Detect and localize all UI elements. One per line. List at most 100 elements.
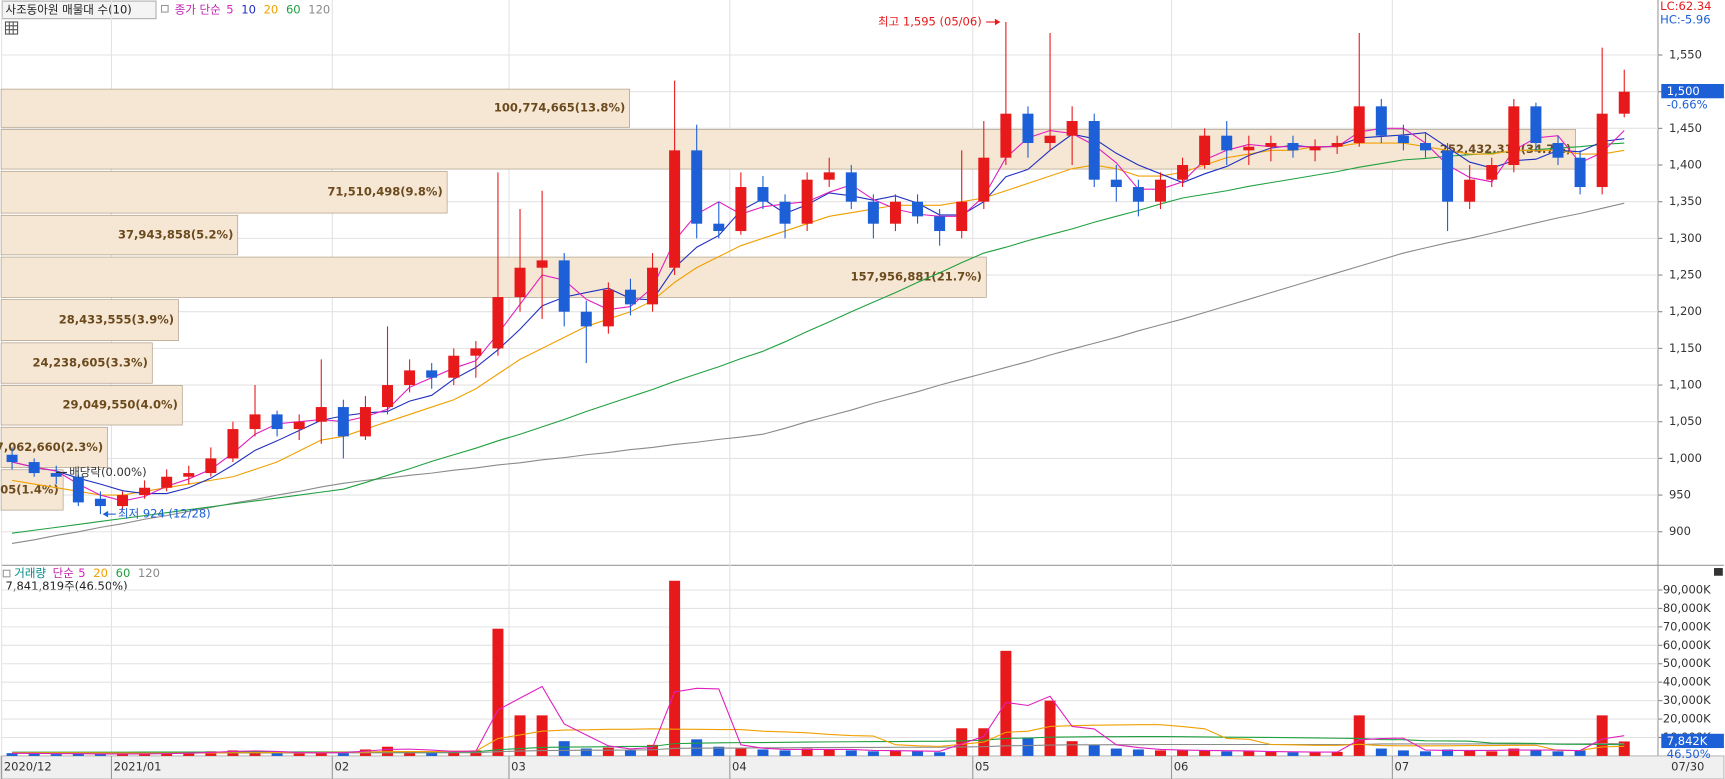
y-tick-label: 1,000: [1669, 451, 1702, 465]
ex-dividend-annotation: 배당락(0.00%): [69, 465, 146, 479]
volume-bar: [1375, 748, 1387, 756]
volume-ma-line: [12, 724, 1625, 754]
date-label: 07: [1395, 759, 1410, 773]
volume-bar: [1486, 751, 1498, 756]
volume-bar: [912, 751, 924, 756]
candle-body: [293, 421, 305, 430]
y-tick-label: 80,000K: [1663, 601, 1711, 615]
volume-bar: [691, 739, 703, 756]
volume-bar: [1154, 750, 1166, 756]
volume-bar: [823, 749, 835, 756]
date-label: 03: [511, 759, 526, 773]
y-tick-label: 1,350: [1669, 194, 1702, 208]
candle-body: [602, 289, 614, 327]
profile-bar: [0, 426, 108, 468]
volume-bar: [161, 753, 173, 756]
candle-body: [1066, 121, 1078, 136]
volume-bar: [1353, 715, 1365, 756]
candle-body: [492, 297, 504, 349]
candle-body: [1243, 146, 1255, 151]
candle-body: [1110, 179, 1122, 188]
candle-body: [337, 407, 349, 437]
legend-entry: 20: [264, 2, 279, 16]
volume-bar: [1618, 741, 1630, 756]
candle-body: [1552, 143, 1564, 158]
date-axis-strip: [0, 755, 1725, 779]
candle-body: [382, 385, 394, 408]
candle-body: [558, 260, 570, 312]
profile-label: 24,238,605(3.3%): [33, 356, 148, 370]
volume-bar: [426, 752, 438, 756]
volume-tag-label: 7,842K: [1667, 734, 1708, 748]
candle-body: [1618, 91, 1630, 114]
profile-label: 28,433,555(3.9%): [59, 313, 174, 327]
volume-bar: [6, 753, 18, 756]
volume-bar: [602, 747, 614, 756]
volume-bar: [293, 753, 305, 756]
volume-bar: [1574, 750, 1586, 756]
volume-bar: [1265, 751, 1277, 756]
candle-body: [1287, 143, 1299, 151]
high-annotation: 최고 1,595 (05/06): [878, 15, 982, 29]
candle-body: [1000, 113, 1012, 158]
low-arrow-head: [102, 510, 109, 518]
candle-body: [1177, 165, 1189, 180]
candle-body: [1265, 143, 1277, 147]
volume-bar: [1132, 749, 1144, 756]
candle-body: [823, 172, 835, 180]
volume-bar: [1419, 751, 1431, 756]
volume-bar: [889, 750, 901, 756]
candle-body: [1132, 187, 1144, 202]
volume-bar: [404, 751, 416, 756]
date-label: 04: [732, 759, 747, 773]
y-tick-label: 60,000K: [1663, 638, 1711, 652]
pane-button[interactable]: [1714, 568, 1723, 576]
y-tick-label: 30,000K: [1663, 693, 1711, 707]
candle-body: [735, 187, 747, 232]
y-tick-label: 900: [1669, 524, 1691, 538]
candle-body: [624, 289, 636, 305]
candle-body: [161, 476, 173, 488]
y-tick-label: 1,100: [1669, 378, 1702, 392]
volume-bar: [757, 749, 769, 756]
y-tick-label: 1,250: [1669, 268, 1702, 282]
volume-bar: [580, 748, 592, 756]
candle-body: [271, 414, 283, 430]
profile-label: 71,510,498(9.8%): [327, 185, 442, 199]
candle-body: [1199, 135, 1211, 166]
profile-bar: [0, 88, 630, 128]
legend-toggle[interactable]: [160, 4, 169, 13]
candle-body: [889, 201, 901, 224]
candle-body: [912, 201, 924, 217]
profile-label: 9,944,105(1.4%): [0, 482, 59, 496]
volume-bar: [1044, 700, 1056, 756]
legend-entry: 10: [241, 2, 256, 16]
calendar-icon[interactable]: [4, 21, 19, 35]
candle-body: [580, 311, 592, 327]
volume-info: 7,841,819주(46.50%): [5, 579, 127, 593]
volume-bar: [536, 715, 548, 756]
legend-entry: 120: [308, 2, 330, 16]
volume-bar: [779, 750, 791, 756]
volume-bar: [669, 580, 681, 756]
volume-bar: [337, 752, 349, 756]
date-label: 06: [1174, 759, 1189, 773]
low-annotation: 최저 924 (12/28): [118, 507, 211, 521]
y-tick-label: 1,450: [1669, 121, 1702, 135]
candle-body: [227, 429, 239, 459]
candle-body: [691, 150, 703, 224]
candle-body: [1044, 135, 1056, 144]
candle-body: [50, 473, 62, 477]
candle-body: [404, 370, 416, 386]
candle-body: [536, 260, 548, 268]
candle-body: [1088, 121, 1100, 180]
ma-line: [11, 142, 1625, 496]
volume-bar: [139, 753, 151, 756]
candle-body: [6, 454, 18, 463]
date-label: 2020/12: [4, 759, 52, 773]
volume-ma-line: [12, 685, 1625, 755]
volume-legend-toggle[interactable]: [2, 569, 11, 578]
candle-body: [359, 407, 371, 437]
profile-bar: [0, 170, 448, 214]
chart-title: 사조동아원 매물대 수(10): [5, 2, 131, 16]
